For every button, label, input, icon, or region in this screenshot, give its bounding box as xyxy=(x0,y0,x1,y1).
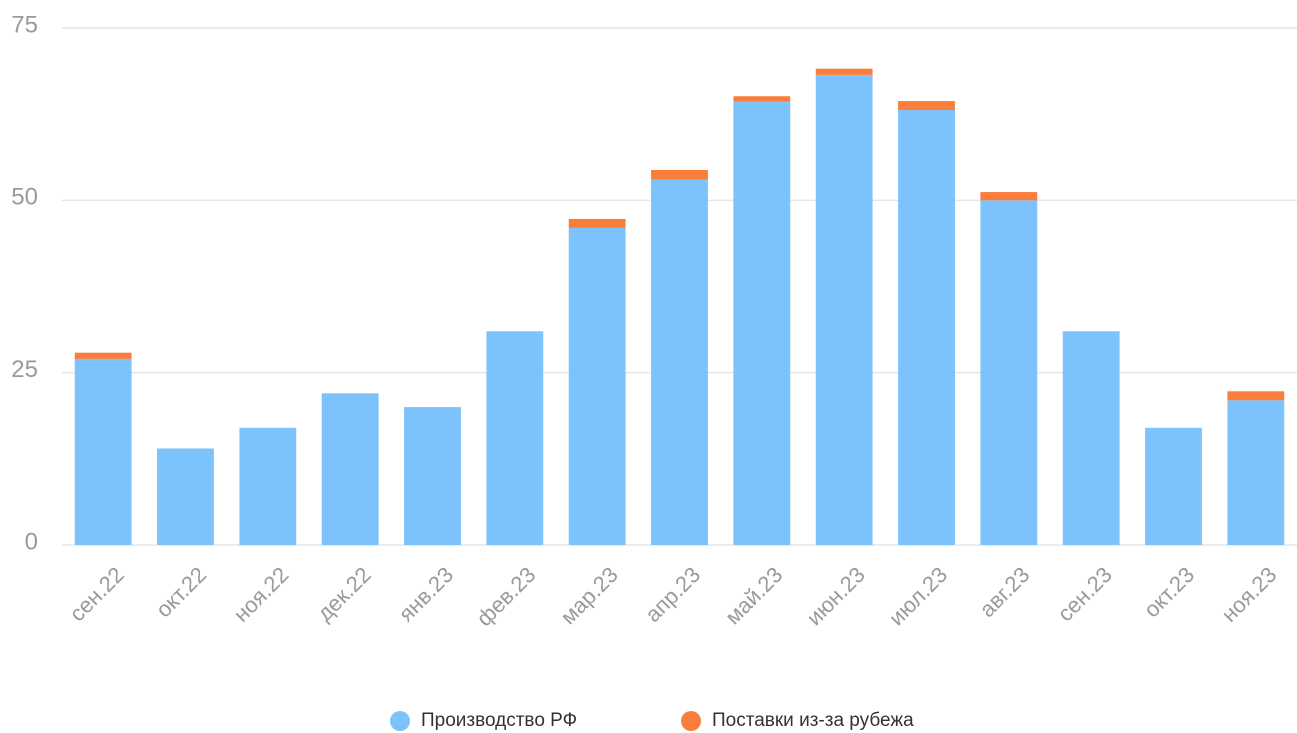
legend-label: Производство РФ xyxy=(421,710,577,731)
bar xyxy=(815,74,873,545)
x-tick-label: янв.23 xyxy=(394,562,459,627)
bar xyxy=(74,352,132,359)
legend-marker xyxy=(681,711,701,731)
bar xyxy=(321,393,379,545)
x-tick-label: сен.22 xyxy=(64,562,128,626)
bar xyxy=(1227,400,1285,545)
bar xyxy=(157,448,214,545)
y-tick-label: 75 xyxy=(11,11,38,38)
legend-marker xyxy=(390,711,410,731)
x-tick-label: ноя.22 xyxy=(229,562,294,627)
y-tick-label: 0 xyxy=(25,528,38,555)
x-tick-label: июл.23 xyxy=(884,562,952,630)
x-tick-label: мар.23 xyxy=(556,562,623,629)
bar xyxy=(733,96,791,102)
x-tick-label: ноя.23 xyxy=(1217,562,1282,627)
x-tick-label: сен.23 xyxy=(1052,562,1116,626)
bar xyxy=(898,101,955,111)
y-tick-label: 50 xyxy=(11,184,38,211)
bar xyxy=(733,101,791,545)
bar xyxy=(1227,391,1285,401)
bar xyxy=(1145,427,1202,545)
x-tick-label: авг.23 xyxy=(974,562,1034,622)
bar xyxy=(404,407,461,545)
x-tick-label: июн.23 xyxy=(802,562,870,630)
bar xyxy=(980,192,1038,201)
x-tick-label: окт.22 xyxy=(151,562,211,622)
x-tick-label: май.23 xyxy=(720,562,787,629)
x-tick-label: апр.23 xyxy=(640,562,705,627)
bar xyxy=(74,358,132,545)
y-tick-label: 25 xyxy=(11,356,38,383)
bar xyxy=(568,218,626,228)
bar xyxy=(239,427,297,545)
x-tick-label: дек.22 xyxy=(312,562,376,626)
bar xyxy=(651,170,708,180)
bar xyxy=(980,200,1038,546)
bar xyxy=(898,110,955,545)
bar xyxy=(815,68,873,75)
bar xyxy=(568,227,626,545)
bar xyxy=(486,331,544,545)
legend-label: Поставки из-за рубежа xyxy=(712,710,914,731)
bar xyxy=(1062,331,1120,545)
x-tick-label: фев.23 xyxy=(471,562,540,631)
bar xyxy=(651,179,708,546)
x-tick-label: окт.23 xyxy=(1139,562,1199,622)
